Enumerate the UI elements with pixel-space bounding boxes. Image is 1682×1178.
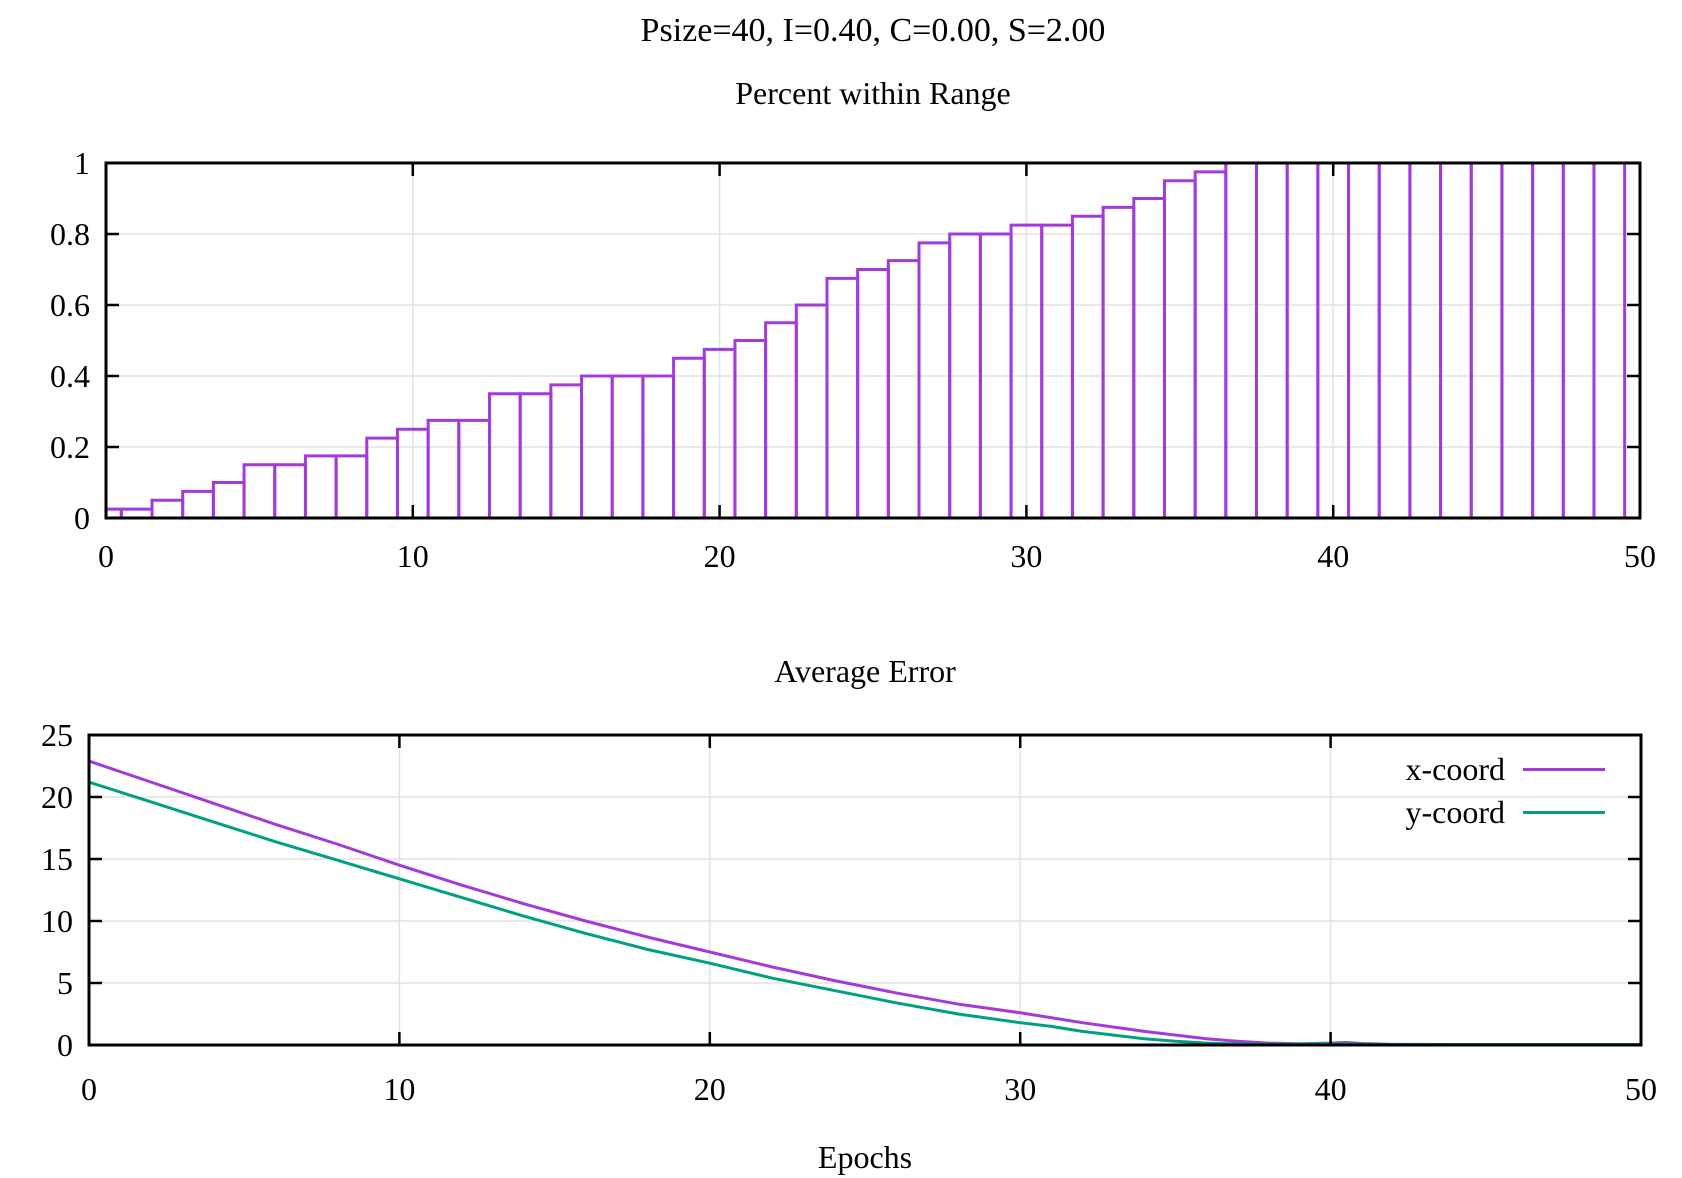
bottom-xtick-label: 30: [1004, 1071, 1036, 1107]
top-xtick-label: 30: [1010, 538, 1042, 574]
legend-line-sample-y-coord: [1523, 811, 1605, 814]
top-ytick-label: 0.2: [50, 429, 90, 465]
top-chart-title: Percent within Range: [735, 75, 1011, 111]
histogram-bar: [794, 303, 829, 520]
top-ytick-label: 0.8: [50, 216, 90, 252]
figure-title: Psize=40, I=0.40, C=0.00, S=2.00: [640, 12, 1106, 49]
top-xtick-label: 50: [1624, 538, 1656, 574]
bottom-plot-border: [87, 733, 1643, 1047]
histogram-bar: [365, 436, 399, 520]
top-xtick-label: 0: [98, 538, 114, 574]
x-axis-label: Epochs: [817, 1139, 913, 1175]
bottom-ytick-label: 25: [41, 717, 73, 753]
histogram-bar: [211, 481, 246, 520]
histogram-bar: [1469, 161, 1504, 520]
histogram-bar: [1132, 197, 1166, 520]
histogram-bar: [1347, 161, 1381, 520]
histogram-bar: [672, 356, 706, 520]
histogram-bar: [181, 489, 215, 520]
histogram-bar: [1500, 161, 1535, 520]
histogram-bar: [825, 276, 860, 520]
top-ytick-label: 0.6: [50, 287, 90, 323]
top-ytick-label: 0.4: [50, 358, 90, 394]
bottom-xtick-label: 40: [1315, 1071, 1347, 1107]
histogram-bar: [1040, 223, 1074, 520]
bottom-ytick-label: 20: [41, 779, 73, 815]
histogram-bar: [733, 339, 768, 520]
histogram-bar: [1561, 161, 1596, 520]
bottom-ytick-label: 10: [41, 903, 73, 939]
legend: x-coord y-coord: [1405, 748, 1605, 834]
histogram-bar: [1101, 205, 1136, 520]
histogram-bar: [886, 259, 921, 520]
bottom-xtick-label: 20: [694, 1071, 726, 1107]
top-xtick-label: 10: [397, 538, 429, 574]
legend-label-x-coord: x-coord: [1405, 751, 1505, 787]
histogram-bar: [1193, 170, 1228, 520]
legend-label-y-coord: y-coord: [1405, 794, 1505, 830]
histogram-bar: [1377, 161, 1412, 520]
histogram-bar: [150, 498, 185, 520]
bottom-chart-title: Average Error: [774, 653, 956, 689]
top-xtick-label: 40: [1317, 538, 1349, 574]
histogram-bar: [1531, 161, 1565, 520]
histogram-bar: [1162, 179, 1197, 520]
histogram-bar: [1592, 161, 1627, 520]
bottom-xtick-label: 10: [383, 1071, 415, 1107]
histogram-bar: [764, 321, 798, 520]
histogram-bar: [242, 463, 277, 520]
histogram-bar: [1224, 161, 1258, 520]
histogram-bar: [518, 392, 553, 520]
bottom-xtick-label: 50: [1625, 1071, 1657, 1107]
top-plot-border: [104, 161, 1642, 520]
histogram-bar: [1285, 161, 1320, 520]
histogram-bar: [1408, 161, 1443, 520]
legend-item-x-coord: x-coord: [1405, 748, 1605, 791]
histogram-bar: [457, 418, 492, 520]
histogram-bar: [488, 392, 522, 520]
bottom-ytick-label: 15: [41, 841, 73, 877]
bottom-ytick-label: 5: [57, 965, 73, 1001]
histogram-bar: [1255, 161, 1289, 520]
bottom-ytick-label: 0: [57, 1027, 73, 1063]
histogram-bar: [549, 383, 584, 520]
top-ytick-label: 1: [74, 145, 90, 181]
histogram-bar: [1439, 161, 1473, 520]
histogram-bar: [334, 454, 369, 520]
histogram-bar: [917, 241, 952, 520]
histogram-bar: [856, 268, 890, 520]
histogram-bar: [1070, 214, 1105, 520]
histogram-bar: [426, 418, 461, 520]
histogram-bar: [303, 454, 338, 520]
top-ytick-label: 0: [74, 500, 90, 536]
legend-line-sample-x-coord: [1523, 768, 1605, 771]
legend-item-y-coord: y-coord: [1405, 791, 1605, 834]
bottom-xtick-label: 0: [81, 1071, 97, 1107]
top-xtick-label: 20: [704, 538, 736, 574]
histogram-bar: [273, 463, 307, 520]
